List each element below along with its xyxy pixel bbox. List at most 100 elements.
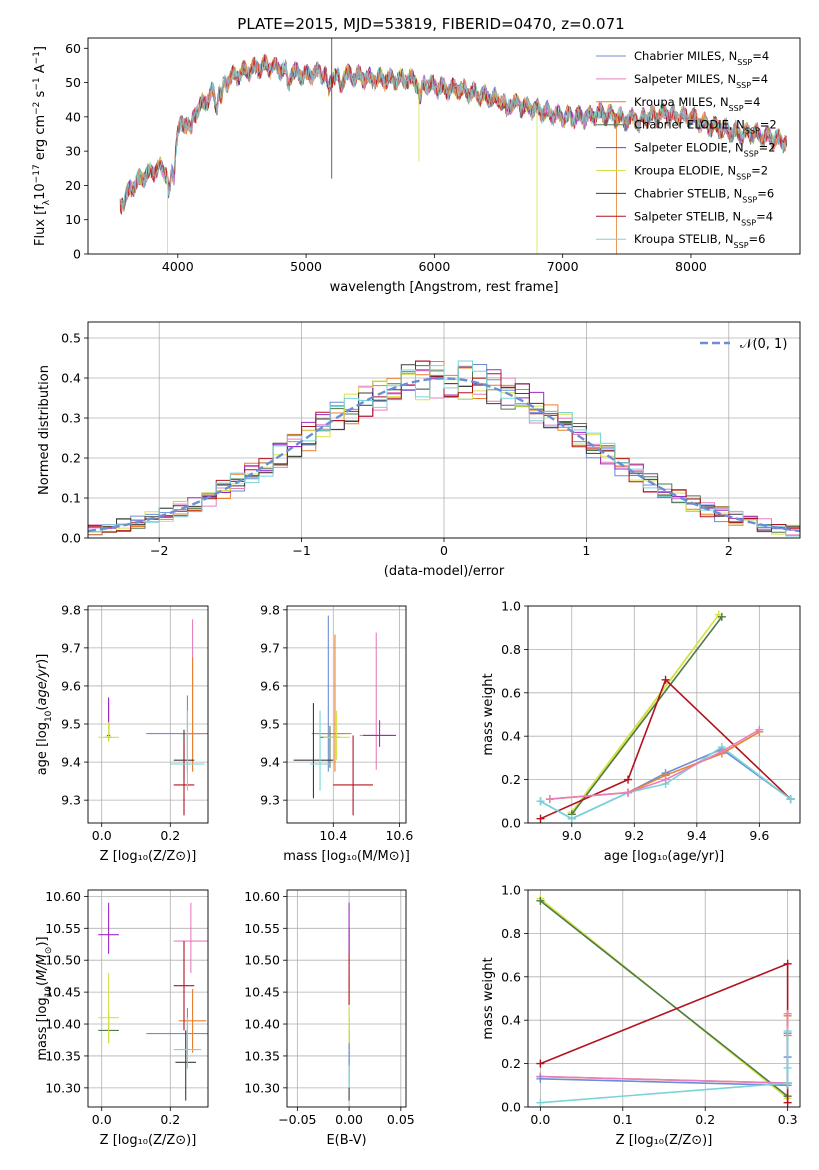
y-tick-label: 9.6: [61, 678, 81, 693]
y-tick-label: 9.4: [260, 755, 280, 770]
y-axis-label: Flux [fλ10−17 erg cm−2 s−1 A−1]: [32, 46, 52, 246]
y-tick-label: 10.50: [244, 953, 280, 968]
x-axis-label: (data-model)/error: [384, 564, 505, 579]
legend-label-sub: SSP: [741, 218, 756, 227]
series-line: [536, 896, 792, 1101]
y-tick-label: 1.0: [501, 883, 521, 898]
series-marker: [536, 797, 545, 806]
legend-label: Chabrier MILES, NSSP=4: [634, 49, 769, 67]
y-tick-label: 9.8: [61, 602, 81, 617]
errorbar-point: [98, 972, 119, 1044]
y-tick-label: 9.3: [61, 793, 81, 808]
legend-label-sub: SSP: [734, 241, 749, 250]
legend-label-sub: SSP: [742, 195, 757, 204]
y-tick-label: 9.4: [61, 755, 81, 770]
series-marker: [783, 1009, 792, 1018]
series-marker: [536, 1074, 545, 1083]
series-path: [549, 731, 760, 800]
legend-label-tail: =2: [759, 141, 776, 155]
series-path: [540, 1031, 789, 1104]
y-axis-label-part: )]: [35, 936, 50, 946]
y-tick-label: 0.6: [501, 969, 521, 984]
chart-weight_vs_Z: 0.0 0.1 0.2 0.3 0.0 0.2 0.4 0.6 0.8 1.0 Z [log₁₀(Z…: [481, 883, 801, 1148]
y-tick-label: 60: [65, 41, 81, 56]
x-tick-label: 0.0: [92, 828, 112, 843]
x-tick-label: 0.0: [530, 1112, 550, 1127]
y-tick-label: 9.6: [260, 678, 280, 693]
x-tick-label: −1: [292, 543, 310, 558]
legend-label-tail: =2: [760, 118, 777, 132]
x-tick-label: −0.05: [278, 1112, 316, 1127]
spectrum-line: [119, 53, 788, 215]
y-tick-label: 10.45: [45, 985, 81, 1000]
series-line: [545, 725, 764, 804]
legend-label: Salpeter ELODIE, NSSP=2: [634, 141, 776, 159]
y-axis-label: Normed distribution: [37, 365, 52, 495]
y-tick-label: 0.4: [61, 371, 81, 386]
y-axis-label-part: 10: [33, 183, 48, 200]
plot-area: [536, 894, 792, 1107]
legend-label-sub: SSP: [736, 172, 751, 181]
legend-label-main: Chabrier ELODIE, N: [634, 118, 745, 132]
gaussian-curve: [88, 377, 800, 533]
x-tick-label: 10.6: [385, 828, 413, 843]
series-marker: [536, 1059, 545, 1068]
legend-label-sub: SSP: [736, 80, 751, 89]
y-tick-label: 0.4: [501, 1013, 521, 1028]
legend-label-sub: SSP: [744, 149, 759, 158]
errorbar-point: [293, 703, 334, 799]
legend-label: Salpeter STELIB, NSSP=4: [634, 209, 773, 227]
y-axis-label-part: 10: [44, 710, 54, 722]
plot-area: [293, 615, 397, 816]
y-tick-label: 10.60: [244, 889, 280, 904]
chart-age_vs_Z: 0.0 0.2 9.3 9.4 9.5 9.6 9.7 9.8 Z [log₁₀(Z/Z⊙)] a…: [35, 602, 209, 864]
y-tick-label: 50: [65, 75, 81, 90]
plot-area: [88, 360, 800, 537]
legend-label: Chabrier ELODIE, NSSP=2: [634, 118, 777, 136]
errorbar-point: [173, 941, 195, 1031]
x-tick-label: 0.05: [387, 1112, 415, 1127]
x-tick-label: 0.2: [160, 1112, 180, 1127]
y-tick-label: 10.35: [244, 1048, 280, 1063]
series-marker: [783, 1079, 792, 1088]
x-axis-label: age [log₁₀(age/yr)]: [604, 849, 725, 864]
legend-label-main: Salpeter MILES, N: [634, 72, 736, 86]
y-tick-label: 9.5: [61, 717, 81, 732]
legend-label-main: Chabrier STELIB, N: [634, 186, 742, 200]
y-tick-label: 10.55: [45, 921, 81, 936]
legend-label-tail: =4: [756, 209, 773, 223]
y-axis-label-part: ]: [33, 46, 48, 51]
y-tick-label: 0.8: [501, 926, 521, 941]
y-tick-label: 0.3: [61, 411, 81, 426]
errorbar-point: [173, 739, 195, 816]
legend-label: 𝒩(0, 1): [740, 337, 787, 352]
y-axis-label-part: λ: [42, 199, 52, 205]
axes-frame: [286, 889, 407, 1108]
legend-label: Salpeter MILES, NSSP=4: [634, 72, 768, 90]
series-marker: [783, 1063, 792, 1072]
y-tick-label: 0.4: [501, 729, 521, 744]
x-tick-label: 2: [725, 543, 733, 558]
errorbar-point: [178, 988, 207, 1053]
plot-area: [536, 610, 795, 823]
legend-label-sub: SSP: [745, 126, 760, 135]
x-tick-label: 1: [582, 543, 590, 558]
y-axis-label-part: (: [35, 981, 50, 986]
x-tick-label: 0: [440, 543, 448, 558]
axes-frame: [87, 889, 209, 1108]
legend-label: Kroupa MILES, NSSP=4: [634, 95, 760, 113]
y-tick-label: 10.45: [244, 985, 280, 1000]
series-marker: [661, 675, 670, 684]
y-axis-label-part: mass [log: [35, 997, 50, 1060]
legend-label: Chabrier STELIB, NSSP=6: [634, 186, 774, 204]
series-path: [540, 746, 792, 820]
y-axis-label: mass weight: [481, 673, 496, 755]
chart-age_vs_mass: 10.4 10.6 9.3 9.4 9.5 9.6 9.7 9.8 mass [log₁₀(M/…: [260, 602, 413, 864]
y-axis-label-part: ⊙: [44, 947, 54, 955]
y-tick-label: 10: [65, 212, 81, 227]
x-tick-label: 8000: [675, 259, 707, 274]
y-tick-label: 10.30: [244, 1080, 280, 1095]
y-tick-label: 0.0: [61, 531, 81, 546]
y-axis-label: age [log10(age/yr)]: [35, 654, 54, 776]
